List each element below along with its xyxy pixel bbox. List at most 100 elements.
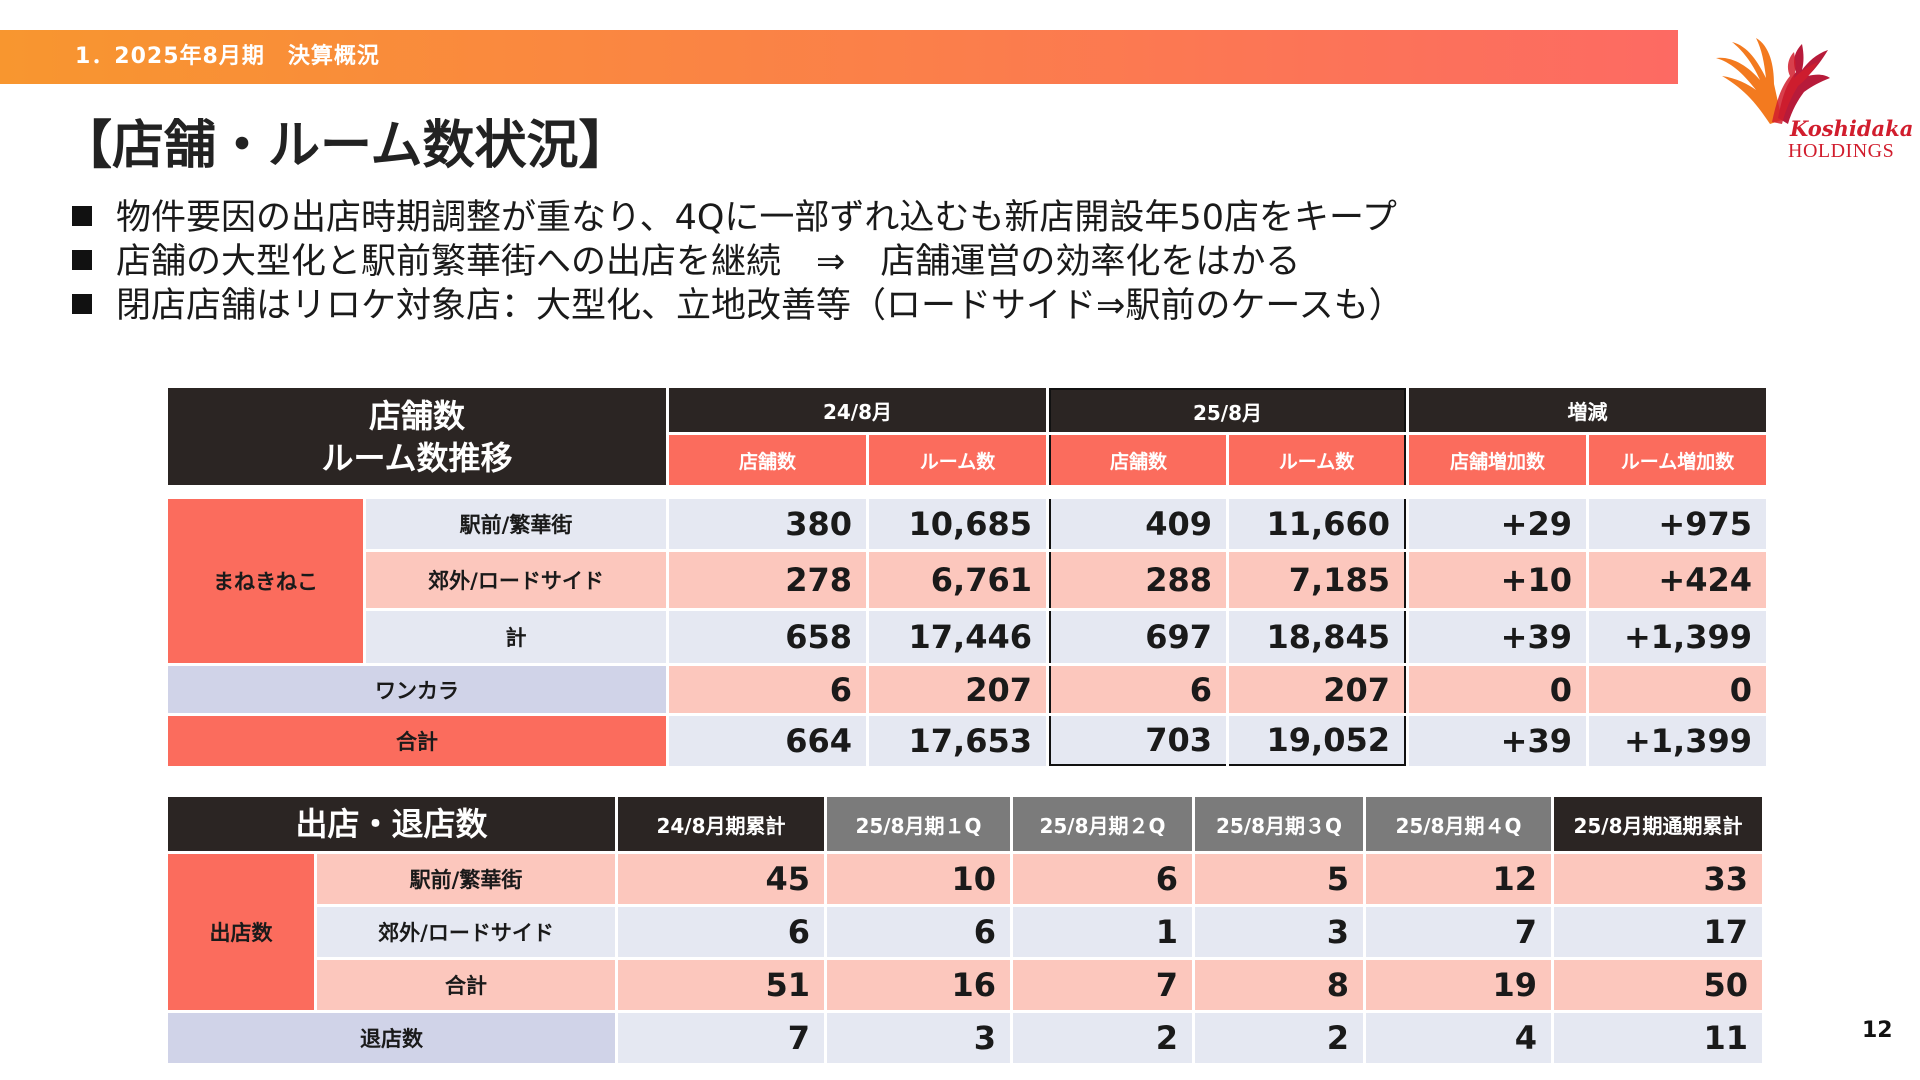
opening-closing-table: 出店・退店数 24/8月期累計 25/8月期１Q 25/8月期２Q 25/8月期… bbox=[165, 794, 1765, 1066]
table-cell: 10,685 bbox=[869, 499, 1046, 549]
col-header-period: 25/8月期３Q bbox=[1195, 797, 1363, 851]
table-cell: 4 bbox=[1366, 1013, 1551, 1063]
period-header-24-8: 24/8月 bbox=[669, 388, 1046, 432]
col-header-period: 25/8月期４Q bbox=[1366, 797, 1551, 851]
hands-logo-icon bbox=[1716, 38, 1830, 124]
bullet-text: 閉店店舗はリロケ対象店：大型化、立地改善等（ロードサイド⇒駅前のケースも） bbox=[116, 286, 1404, 326]
table1-title-line1: 店舗数 bbox=[368, 396, 465, 435]
table-cell: 409 bbox=[1049, 499, 1226, 549]
table-cell: 11,660 bbox=[1229, 499, 1406, 549]
bullet-text: 店舗の大型化と駅前繁華街への出店を継続 ⇒ 店舗運営の効率化をはかる bbox=[116, 242, 1301, 282]
table-cell: 0 bbox=[1409, 666, 1586, 713]
table-cell: 18,845 bbox=[1229, 611, 1406, 663]
col-header-room-increase: ルーム増加数 bbox=[1589, 435, 1766, 485]
period-header-change: 増減 bbox=[1409, 388, 1766, 432]
table-cell: 288 bbox=[1049, 552, 1226, 608]
table-cell: 6 bbox=[827, 907, 1010, 957]
col-header-period: 25/8月期通期累計 bbox=[1554, 797, 1762, 851]
table-cell: 5 bbox=[1195, 854, 1363, 904]
col-header-period: 25/8月期１Q bbox=[827, 797, 1010, 851]
table-cell: +424 bbox=[1589, 552, 1766, 608]
table-cell: +975 bbox=[1589, 499, 1766, 549]
table1-title: 店舗数 ルーム数推移 bbox=[168, 388, 666, 485]
bullet-text: 物件要因の出店時期調整が重なり、4Qに一部ずれ込むも新店開設年50店をキープ bbox=[116, 198, 1397, 238]
table-cell: 0 bbox=[1589, 666, 1766, 713]
logo-sub-text: HOLDINGS bbox=[1788, 140, 1895, 162]
col-header-period: 25/8月期２Q bbox=[1013, 797, 1192, 851]
table-cell: 7 bbox=[618, 1013, 824, 1063]
table-cell: 51 bbox=[618, 960, 824, 1010]
row-label-total: 合計 bbox=[168, 716, 666, 766]
table-cell: +1,399 bbox=[1589, 716, 1766, 766]
table1-title-line2: ルーム数推移 bbox=[321, 438, 513, 477]
row-label: 合計 bbox=[317, 960, 615, 1010]
table-cell: 11 bbox=[1554, 1013, 1762, 1063]
table-cell: 50 bbox=[1554, 960, 1762, 1010]
table-cell: 7,185 bbox=[1229, 552, 1406, 608]
page-number: 12 bbox=[1862, 1018, 1893, 1043]
table-cell: 6,761 bbox=[869, 552, 1046, 608]
store-room-count-table: 店舗数 ルーム数推移 24/8月 25/8月 増減 店舗数 ルーム数 店舗数 ル… bbox=[165, 385, 1769, 769]
row-label: 駅前/繁華街 bbox=[317, 854, 615, 904]
table-cell: 3 bbox=[827, 1013, 1010, 1063]
section-title: 1．2025年8月期 決算概況 bbox=[75, 44, 380, 69]
row-label: 郊外/ロードサイド bbox=[366, 552, 666, 608]
col-header-store-increase: 店舗増加数 bbox=[1409, 435, 1586, 485]
col-header-stores: 店舗数 bbox=[1049, 435, 1226, 485]
row-label-closings: 退店数 bbox=[168, 1013, 615, 1063]
table-cell: 17,653 bbox=[869, 716, 1046, 766]
table-cell: +29 bbox=[1409, 499, 1586, 549]
table-cell: 19 bbox=[1366, 960, 1551, 1010]
table-cell: 19,052 bbox=[1229, 716, 1406, 766]
bullet-list: 物件要因の出店時期調整が重なり、4Qに一部ずれ込むも新店開設年50店をキープ 店… bbox=[72, 196, 1404, 328]
square-bullet-icon bbox=[72, 206, 92, 226]
square-bullet-icon bbox=[72, 250, 92, 270]
table-cell: 8 bbox=[1195, 960, 1363, 1010]
table-cell: 6 bbox=[1049, 666, 1226, 713]
bullet-item: 物件要因の出店時期調整が重なり、4Qに一部ずれ込むも新店開設年50店をキープ bbox=[72, 196, 1404, 240]
bullet-item: 店舗の大型化と駅前繁華街への出店を継続 ⇒ 店舗運営の効率化をはかる bbox=[72, 240, 1404, 284]
table-cell: 6 bbox=[618, 907, 824, 957]
table-cell: +39 bbox=[1409, 611, 1586, 663]
table-cell: 658 bbox=[669, 611, 866, 663]
table-cell: 1 bbox=[1013, 907, 1192, 957]
table-cell: 697 bbox=[1049, 611, 1226, 663]
table-cell: 33 bbox=[1554, 854, 1762, 904]
bullet-item: 閉店店舗はリロケ対象店：大型化、立地改善等（ロードサイド⇒駅前のケースも） bbox=[72, 284, 1404, 328]
table-cell: +10 bbox=[1409, 552, 1586, 608]
period-header-25-8: 25/8月 bbox=[1049, 388, 1406, 432]
row-label: 駅前/繁華街 bbox=[366, 499, 666, 549]
row-label-wankara: ワンカラ bbox=[168, 666, 666, 713]
table-cell: +1,399 bbox=[1589, 611, 1766, 663]
page-title: 【店舗・ルーム数状況】 bbox=[60, 116, 631, 176]
table-cell: 207 bbox=[869, 666, 1046, 713]
table-cell: 2 bbox=[1013, 1013, 1192, 1063]
table-cell: 207 bbox=[1229, 666, 1406, 713]
group-label-maneki-neko: まねきねこ bbox=[168, 499, 363, 663]
table-cell: 6 bbox=[669, 666, 866, 713]
row-label: 郊外/ロードサイド bbox=[317, 907, 615, 957]
table-cell: 278 bbox=[669, 552, 866, 608]
group-label-openings: 出店数 bbox=[168, 854, 314, 1010]
logo-brand-text: Koshidaka bbox=[1790, 116, 1914, 141]
company-logo: Koshidaka HOLDINGS bbox=[1712, 32, 1913, 164]
table-cell: 3 bbox=[1195, 907, 1363, 957]
table-cell: 664 bbox=[669, 716, 866, 766]
table-cell: 7 bbox=[1013, 960, 1192, 1010]
table-cell: 7 bbox=[1366, 907, 1551, 957]
table-cell: 45 bbox=[618, 854, 824, 904]
table-cell: 12 bbox=[1366, 854, 1551, 904]
table-cell: 17,446 bbox=[869, 611, 1046, 663]
col-header-rooms: ルーム数 bbox=[869, 435, 1046, 485]
table-cell: 703 bbox=[1049, 716, 1226, 766]
square-bullet-icon bbox=[72, 294, 92, 314]
table-cell: 6 bbox=[1013, 854, 1192, 904]
col-header-rooms: ルーム数 bbox=[1229, 435, 1406, 485]
col-header-period: 24/8月期累計 bbox=[618, 797, 824, 851]
table2-title: 出店・退店数 bbox=[168, 797, 615, 851]
table-cell: 17 bbox=[1554, 907, 1762, 957]
row-label: 計 bbox=[366, 611, 666, 663]
table-cell: 16 bbox=[827, 960, 1010, 1010]
col-header-stores: 店舗数 bbox=[669, 435, 866, 485]
table-cell: 380 bbox=[669, 499, 866, 549]
